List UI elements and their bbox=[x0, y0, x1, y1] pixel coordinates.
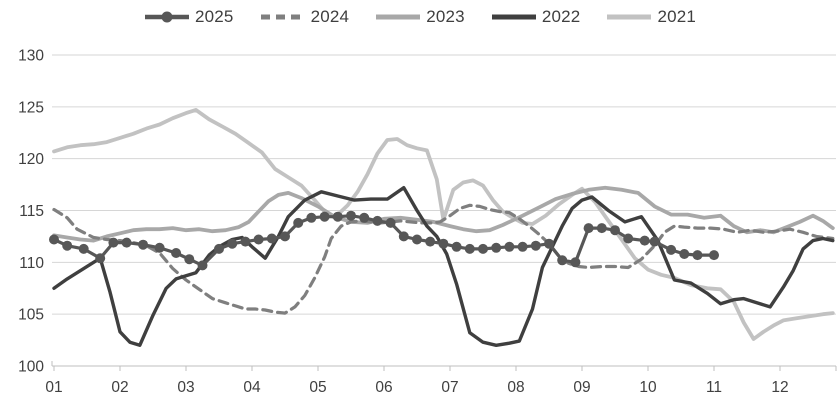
x-tick-label: 10 bbox=[639, 379, 657, 396]
series-marker-2025 bbox=[359, 212, 370, 223]
series-marker-2025 bbox=[108, 237, 119, 248]
series-marker-2025 bbox=[596, 223, 607, 234]
legend-swatch-2021 bbox=[607, 14, 652, 20]
series-marker-2025 bbox=[95, 253, 106, 264]
series-marker-2025 bbox=[412, 234, 422, 245]
series-marker-2025 bbox=[346, 210, 356, 221]
series-marker-2025 bbox=[372, 215, 383, 226]
series-marker-2025 bbox=[709, 250, 719, 261]
series-line-2024 bbox=[52, 203, 835, 315]
x-axis bbox=[51, 361, 837, 371]
legend-swatch-2025 bbox=[144, 11, 189, 23]
series-marker-2025 bbox=[253, 234, 264, 245]
series-marker-2025 bbox=[438, 238, 449, 249]
series-marker-2025 bbox=[197, 260, 208, 271]
series-marker-2025 bbox=[570, 257, 581, 268]
series-marker-2025 bbox=[385, 217, 396, 228]
x-tick-label: 05 bbox=[309, 379, 326, 396]
legend-item-2025: 2025 bbox=[144, 7, 234, 27]
legend-item-2021: 2021 bbox=[606, 7, 696, 27]
series-marker-2025 bbox=[478, 243, 488, 254]
x-tick-label: 12 bbox=[771, 379, 788, 396]
legend-item-2022: 2022 bbox=[491, 7, 581, 27]
series-marker-2025 bbox=[649, 236, 660, 247]
series-marker-2025 bbox=[121, 237, 132, 248]
x-axis-labels: 01 02 03 04 05 06 07 08 09 10 11 12 bbox=[45, 379, 788, 396]
legend-label-2024: 2024 bbox=[310, 7, 350, 26]
x-tick-label: 01 bbox=[45, 379, 62, 396]
series-marker-2025 bbox=[517, 241, 528, 252]
y-tick-label: 105 bbox=[18, 307, 44, 324]
series-marker-2025 bbox=[227, 238, 238, 249]
x-tick-label: 07 bbox=[441, 379, 458, 396]
x-tick-label: 06 bbox=[375, 379, 392, 396]
gridlines bbox=[52, 54, 836, 367]
y-tick-label: 110 bbox=[19, 255, 44, 272]
legend-marker-2025 bbox=[161, 11, 173, 23]
y-axis-labels: 100 105 110 115 120 125 130 bbox=[18, 48, 44, 376]
series-marker-2025 bbox=[491, 242, 502, 253]
legend-swatch-2024 bbox=[260, 14, 305, 20]
legend: 2025 2024 2023 2022 2021 bbox=[0, 4, 840, 30]
series-lines bbox=[49, 108, 835, 347]
series-marker-2025 bbox=[451, 241, 462, 252]
series-marker-2025 bbox=[544, 238, 554, 249]
series-marker-2025 bbox=[240, 236, 251, 247]
series-marker-2025 bbox=[679, 249, 690, 259]
series-marker-2025 bbox=[171, 248, 182, 258]
y-tick-label: 120 bbox=[18, 151, 44, 168]
legend-label-2025: 2025 bbox=[194, 7, 234, 26]
x-tick-label: 04 bbox=[243, 379, 261, 396]
series-marker-2025 bbox=[504, 241, 515, 252]
series-marker-2025 bbox=[583, 223, 594, 234]
series-marker-2025 bbox=[332, 211, 343, 222]
series-marker-2025 bbox=[154, 242, 165, 253]
x-tick-label: 03 bbox=[177, 379, 194, 396]
series-marker-2025 bbox=[557, 255, 568, 266]
series-marker-2025 bbox=[666, 244, 677, 255]
legend-item-2024: 2024 bbox=[260, 7, 350, 27]
series-marker-2025 bbox=[62, 240, 73, 251]
series-marker-2025 bbox=[398, 231, 409, 242]
series-marker-2025 bbox=[623, 233, 634, 244]
series-marker-2025 bbox=[214, 243, 224, 254]
series-marker-2025 bbox=[138, 239, 149, 250]
series-marker-2025 bbox=[610, 225, 620, 236]
legend-swatch-2023 bbox=[376, 14, 421, 20]
series-marker-2025 bbox=[425, 236, 436, 247]
series-marker-2025 bbox=[78, 243, 89, 254]
series-marker-2025 bbox=[49, 234, 59, 245]
y-tick-label: 125 bbox=[18, 99, 44, 116]
series-marker-2025 bbox=[184, 254, 195, 265]
x-tick-label: 11 bbox=[706, 379, 722, 396]
y-tick-label: 115 bbox=[19, 203, 44, 220]
series-marker-2025 bbox=[692, 250, 703, 261]
legend-label-2021: 2021 bbox=[657, 7, 697, 26]
series-marker-2025 bbox=[530, 240, 541, 251]
legend-label-2022: 2022 bbox=[541, 7, 581, 26]
series-marker-2025 bbox=[293, 217, 304, 228]
series-marker-2025 bbox=[266, 233, 277, 244]
series-marker-2025 bbox=[464, 243, 475, 254]
legend-swatch-2022 bbox=[491, 14, 536, 20]
series-marker-2025 bbox=[306, 212, 317, 223]
x-tick-label: 08 bbox=[507, 379, 524, 396]
x-tick-label: 09 bbox=[573, 379, 590, 396]
x-tick-label: 02 bbox=[111, 379, 128, 396]
y-tick-label: 130 bbox=[18, 48, 44, 65]
series-line-2025 bbox=[52, 214, 716, 267]
series-marker-2025 bbox=[319, 211, 330, 222]
legend-label-2023: 2023 bbox=[426, 7, 465, 26]
series-marker-2025 bbox=[280, 231, 290, 242]
series-line-2022 bbox=[52, 185, 835, 347]
y-tick-label: 100 bbox=[18, 359, 44, 376]
series-marker-2025 bbox=[639, 235, 650, 246]
legend-item-2023: 2023 bbox=[375, 7, 465, 27]
